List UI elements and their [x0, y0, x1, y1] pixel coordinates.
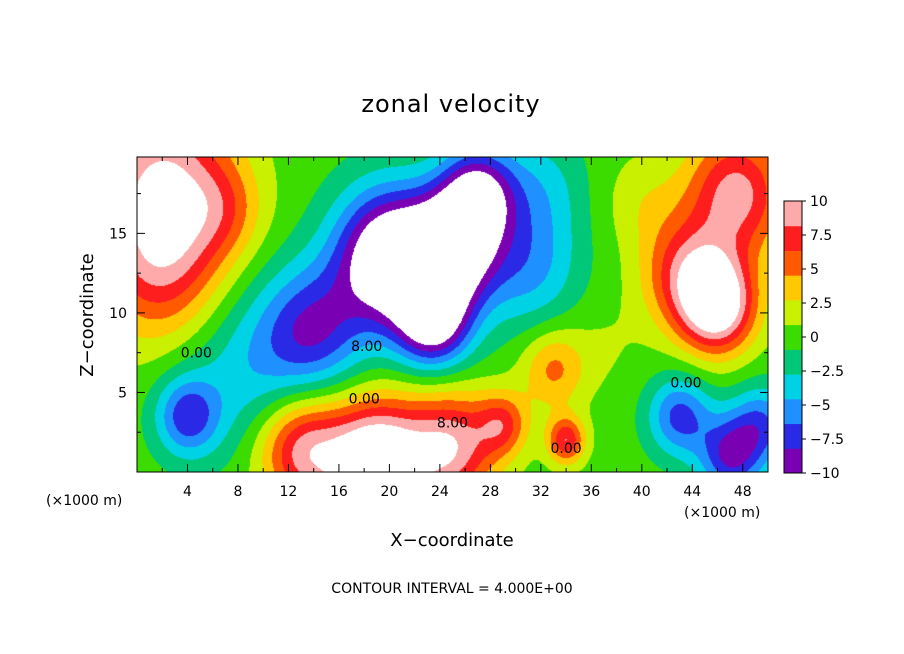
x-axis-label: X−coordinate [390, 530, 513, 551]
colorbar-swatch [784, 374, 802, 400]
x-tick-label: 32 [532, 484, 550, 500]
x-tick-label: 8 [233, 484, 242, 500]
x-tick-label: 4 [183, 484, 192, 500]
x-unit-left: (×1000 m) [46, 493, 122, 509]
colorbar-tick-label: 5 [810, 262, 819, 278]
colorbar-tick-label: −7.5 [810, 432, 844, 448]
colorbar-swatch [784, 299, 802, 326]
colorbar-swatch [784, 201, 802, 227]
x-tick-label: 20 [380, 484, 398, 500]
x-tick-label: 48 [734, 484, 752, 500]
colorbar-tick-label: 2.5 [810, 296, 832, 312]
x-tick-label: 40 [633, 484, 651, 500]
colorbar-swatch [784, 448, 802, 474]
colorbar-swatch [784, 275, 802, 301]
colorbar-tick-label: −10 [810, 466, 840, 482]
x-tick-label: 36 [582, 484, 600, 500]
chart-title: zonal velocity [361, 90, 540, 118]
x-unit-right: (×1000 m) [684, 505, 760, 521]
contour-label: 8.00 [437, 415, 468, 431]
colorbar-swatch [784, 423, 802, 449]
y-tick-label: 10 [109, 306, 127, 322]
y-tick-label: 15 [109, 226, 127, 242]
colorbar-tick-label: −2.5 [810, 364, 844, 380]
plot-frame [136, 156, 769, 473]
x-tick-label: 12 [280, 484, 298, 500]
contour-label: 8.00 [351, 339, 382, 355]
colorbar-swatch [784, 398, 802, 425]
colorbar-tick-label: −5 [810, 398, 831, 414]
contour-label: 0.00 [349, 392, 380, 408]
y-axis-label: Z−coordinate [77, 253, 98, 376]
colorbar-swatch [784, 324, 802, 350]
x-tick-label: 28 [481, 484, 499, 500]
heatmap-image [137, 157, 768, 472]
plot-area: 0.00 8.000.008.000.000.004 8 12 16 20 24 28 32 36… [109, 156, 769, 500]
colorbar-tick-label: 7.5 [810, 228, 832, 244]
contour-label: 0.00 [550, 441, 581, 457]
y-tick-label: 5 [118, 385, 127, 401]
x-tick-label: 24 [431, 484, 449, 500]
x-tick-label: 16 [330, 484, 348, 500]
colorbar-swatch [784, 349, 802, 375]
contour-interval-label: CONTOUR INTERVAL = 4.000E+00 [331, 581, 572, 597]
colorbar: 10 7.5 5 2.5 0 −2.5 −5 −7.5 −10 [783, 194, 844, 482]
colorbar-swatch [784, 250, 802, 276]
colorbar-tick-label: 0 [810, 330, 819, 346]
x-tick-label: 44 [683, 484, 701, 500]
contour-label: 0.00 [181, 345, 212, 361]
colorbar-swatch [784, 225, 802, 251]
contour-label: 0.00 [670, 376, 701, 392]
colorbar-tick-label: 10 [810, 194, 828, 210]
